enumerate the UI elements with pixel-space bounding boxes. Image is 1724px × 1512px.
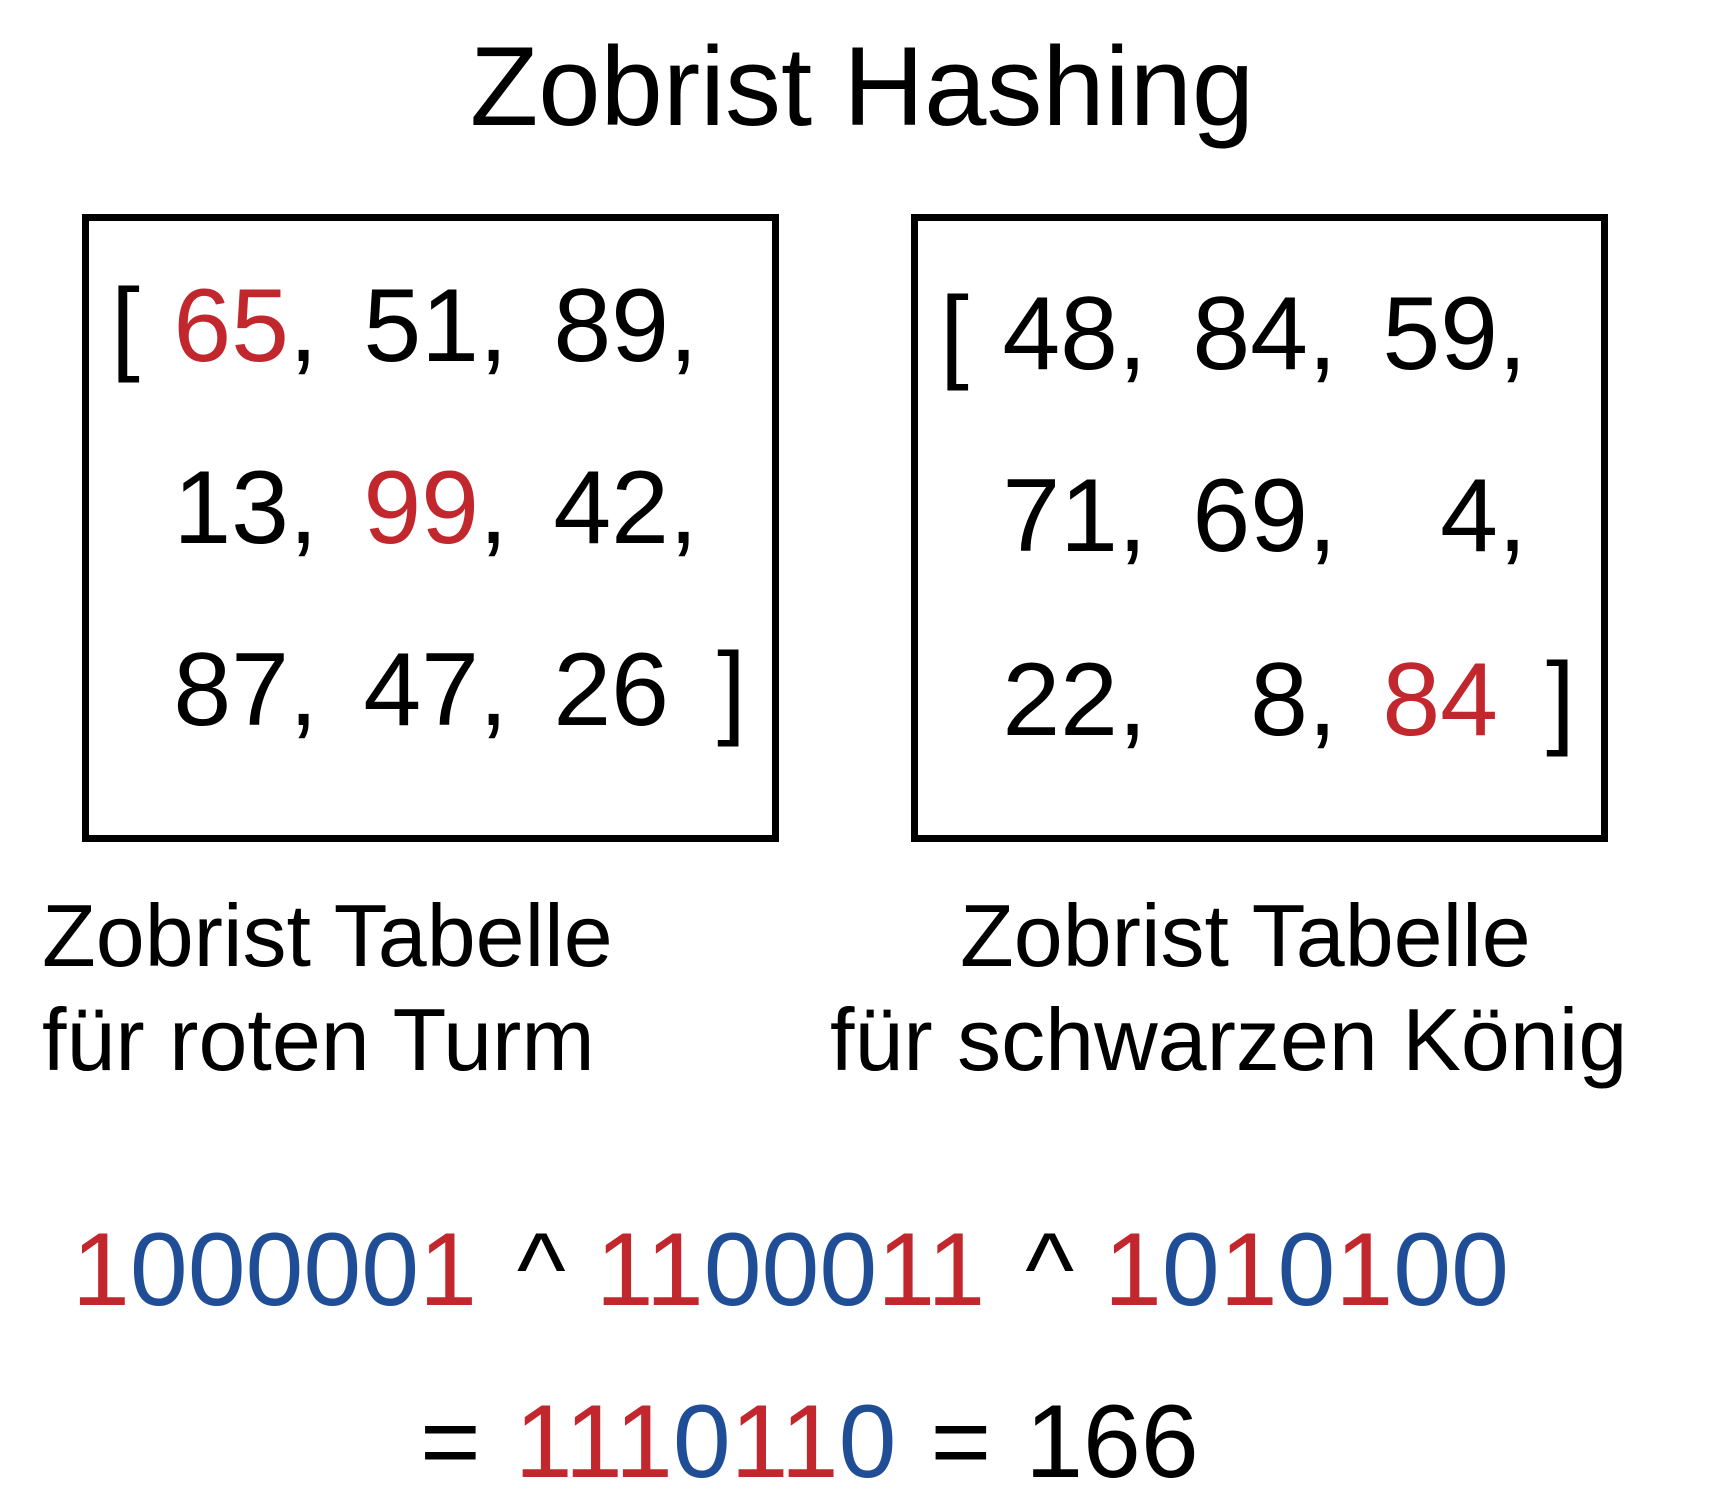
bit-zero: 0 <box>1451 1212 1509 1328</box>
comma-separator: , <box>1498 276 1527 392</box>
comma-separator: , <box>1308 642 1337 758</box>
table-cell: 59 <box>1382 276 1498 392</box>
bit-zero: 0 <box>672 1384 731 1500</box>
table-cell: 87 <box>173 632 289 748</box>
right-table-row: 71, 69, 4, <box>998 461 1538 571</box>
bit-one: 1 <box>927 1212 986 1328</box>
comma-separator: , <box>669 268 698 384</box>
comma-separator: , <box>479 268 508 384</box>
bit-zero: 0 <box>838 1384 897 1500</box>
equals-sign: = <box>930 1384 992 1500</box>
left-table-row: 87, 47, 26 <box>169 635 669 745</box>
bit-zero: 0 <box>761 1212 820 1328</box>
xor-result: = 1110110 = 166 <box>420 1382 1199 1502</box>
bit-zero: 0 <box>361 1212 420 1328</box>
bit-one: 1 <box>72 1212 130 1328</box>
bit-one: 1 <box>595 1212 646 1328</box>
right-zobrist-table-box: [ 48, 84, 59, 71, 69, 4, 22, 8, 84 ] <box>911 214 1608 842</box>
comma-separator: , <box>1118 458 1147 574</box>
xor-operator: ^ <box>1025 1212 1074 1328</box>
binary-number: 1010100 <box>1104 1212 1509 1328</box>
comma-separator: , <box>1118 642 1147 758</box>
bit-one: 1 <box>1104 1212 1162 1328</box>
right-table-row: 22, 8, 84 <box>998 645 1498 755</box>
left-table-caption-line2: für roten Turm <box>42 990 595 1089</box>
bit-zero: 0 <box>129 1212 188 1328</box>
bit-zero: 0 <box>1277 1212 1336 1328</box>
left-table-caption-line1: Zobrist Tabelle <box>42 886 613 985</box>
comma-separator: , <box>1498 458 1527 574</box>
left-zobrist-table-box: [ 65, 51, 89, 13, 99, 42, 87, 47, 26 ] <box>82 214 779 842</box>
comma-separator: , <box>669 450 698 566</box>
table-cell: 51 <box>363 268 479 384</box>
table-cell: 89 <box>553 268 669 384</box>
bit-zero: 0 <box>187 1212 246 1328</box>
bit-zero: 0 <box>1393 1212 1452 1328</box>
comma-separator: , <box>1118 276 1147 392</box>
table-cell: 42 <box>553 450 669 566</box>
right-table-row: 48, 84, 59, <box>998 279 1538 389</box>
bit-one: 1 <box>780 1384 839 1500</box>
right-table-caption-line1: Zobrist Tabelle <box>960 886 1531 985</box>
bit-one: 1 <box>614 1384 673 1500</box>
right-table-caption-line2: für schwarzen König <box>830 990 1628 1089</box>
comma-separator: , <box>289 268 318 384</box>
bit-one: 1 <box>877 1212 928 1328</box>
comma-separator: , <box>479 632 508 748</box>
bit-one: 1 <box>419 1212 477 1328</box>
bit-one: 1 <box>1335 1212 1394 1328</box>
table-cell: 99 <box>363 450 479 566</box>
bit-zero: 0 <box>245 1212 304 1328</box>
binary-number: 1100011 <box>596 1212 985 1328</box>
table-cell: 48 <box>1002 276 1118 392</box>
table-cell: 71 <box>1002 458 1118 574</box>
binary-number: 1110110 <box>515 1384 897 1500</box>
left-open-bracket: [ <box>111 268 140 384</box>
table-cell: 84 <box>1192 276 1308 392</box>
left-table-row: 65, 51, 89, <box>169 271 709 381</box>
table-cell: 26 <box>553 632 669 748</box>
bit-one: 1 <box>645 1212 704 1328</box>
comma-separator: , <box>289 450 318 566</box>
comma-separator: , <box>1308 276 1337 392</box>
bit-one: 1 <box>730 1384 781 1500</box>
left-table-row: 13, 99, 42, <box>169 453 709 563</box>
diagram-title: Zobrist Hashing <box>469 24 1255 149</box>
table-cell: 22 <box>1002 642 1118 758</box>
equals-sign: = <box>420 1384 481 1500</box>
bit-one: 1 <box>514 1384 565 1500</box>
bit-zero: 0 <box>303 1212 362 1328</box>
xor-operator: ^ <box>516 1212 566 1328</box>
xor-expression: 1000001 ^ 1100011 ^ 1010100 <box>72 1210 1509 1330</box>
table-cell: 65 <box>173 268 289 384</box>
bit-one: 1 <box>1219 1212 1278 1328</box>
left-close-bracket: ] <box>717 632 746 748</box>
table-cell: 47 <box>363 632 479 748</box>
table-cell: 84 <box>1382 642 1498 758</box>
comma-separator: , <box>1308 458 1337 574</box>
table-cell: 69 <box>1192 458 1308 574</box>
bit-zero: 0 <box>1161 1212 1220 1328</box>
table-cell: 8 <box>1250 642 1308 758</box>
right-open-bracket: [ <box>940 276 969 392</box>
bit-zero: 0 <box>703 1212 762 1328</box>
binary-number: 1000001 <box>72 1212 477 1328</box>
comma-separator: , <box>289 632 318 748</box>
comma-separator: , <box>479 450 508 566</box>
decimal-result: 166 <box>1025 1384 1199 1500</box>
table-cell: 4 <box>1440 458 1498 574</box>
table-cell: 13 <box>173 450 289 566</box>
bit-one: 1 <box>564 1384 615 1500</box>
right-close-bracket: ] <box>1546 642 1575 758</box>
bit-zero: 0 <box>819 1212 878 1328</box>
